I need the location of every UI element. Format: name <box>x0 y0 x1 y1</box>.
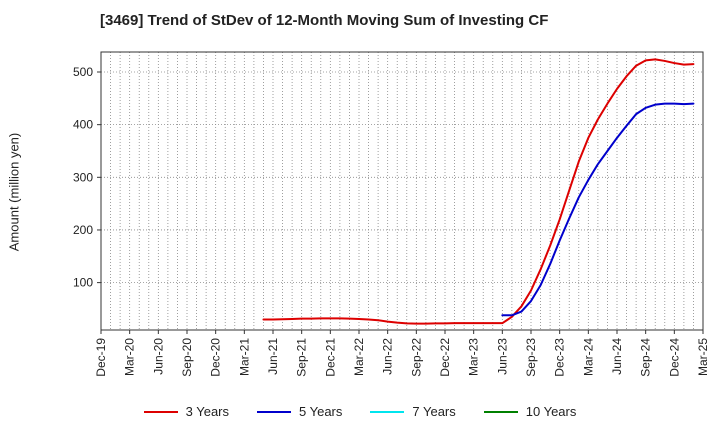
legend-swatch <box>483 410 518 413</box>
x-tick-label: Dec-20 <box>209 338 223 377</box>
y-tick-label: 500 <box>73 65 93 79</box>
series-line-5-years <box>501 102 695 317</box>
chart-title: [3469] Trend of StDev of 12-Month Moving… <box>100 12 549 29</box>
legend-item-3-years: 3 Years <box>143 404 229 419</box>
legend-swatch <box>257 410 291 413</box>
legend-item-7-years: 7 Years <box>370 404 456 419</box>
x-tick-label: Sep-21 <box>295 338 309 377</box>
x-tick-label: Mar-20 <box>123 338 137 376</box>
x-tick-label: Mar-24 <box>581 338 595 376</box>
x-tick-label: Mar-21 <box>237 338 251 376</box>
y-tick-label: 400 <box>73 118 93 132</box>
y-tick-label: 100 <box>73 276 93 290</box>
x-tick-label: Jun-23 <box>495 338 509 375</box>
y-tick-label: 300 <box>73 170 93 184</box>
series-line-3-years <box>262 58 695 325</box>
legend-label: 7 Years <box>412 404 456 419</box>
x-tick-label: Dec-24 <box>667 338 681 377</box>
x-tick-label: Sep-24 <box>639 338 653 377</box>
x-tick-label: Sep-22 <box>409 338 423 377</box>
legend-item-10-years: 10 Years <box>483 404 577 419</box>
x-tick-label: Sep-23 <box>524 338 538 377</box>
plot-frame <box>100 51 704 331</box>
x-tick-label: Dec-22 <box>438 338 452 377</box>
x-tick-label: Jun-21 <box>266 338 280 375</box>
legend: 3 Years 5 Years 7 Years 10 Years <box>0 404 720 419</box>
x-tick-label: Jun-24 <box>610 338 624 375</box>
x-tick-label: Dec-23 <box>553 338 567 377</box>
x-tick-label: Jun-20 <box>151 338 165 375</box>
legend-swatch <box>370 410 405 413</box>
x-tick-label: Dec-21 <box>323 338 337 377</box>
legend-label: 3 Years <box>185 404 229 419</box>
x-tick-label: Dec-19 <box>94 338 108 377</box>
y-tick-label: 200 <box>73 223 93 237</box>
x-tick-label: Sep-20 <box>180 338 194 377</box>
x-tick-label: Mar-23 <box>467 338 481 376</box>
legend-label: 10 Years <box>525 404 577 419</box>
legend-swatch <box>143 410 178 413</box>
x-tick-label: Mar-25 <box>696 338 710 376</box>
legend-item-5-years: 5 Years <box>257 404 342 419</box>
legend-label: 5 Years <box>299 404 343 419</box>
x-tick-label: Mar-22 <box>352 338 366 376</box>
plot-area <box>101 52 703 330</box>
x-tick-label: Jun-22 <box>381 338 395 375</box>
